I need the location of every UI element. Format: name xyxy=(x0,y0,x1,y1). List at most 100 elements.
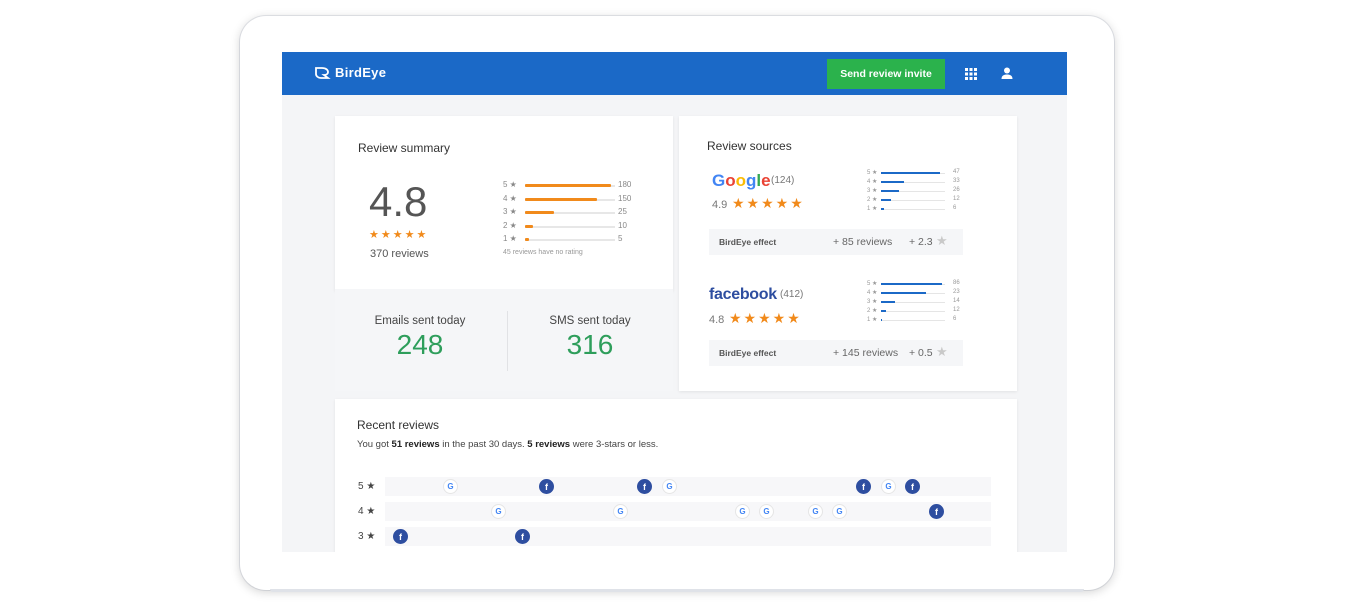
rating-bar-fill xyxy=(525,238,529,241)
rating-bar-label: 5 ★ xyxy=(503,180,517,189)
sms-sent-block: SMS sent today 316 xyxy=(525,315,655,361)
rating-bar-3: 3 ★ 25 xyxy=(503,207,643,219)
star-icon: ★ xyxy=(936,344,948,359)
facebook-review-dot[interactable]: f xyxy=(929,504,944,519)
review-sources-card: Review sources Google (124) 4.9 ★★★★★ 5 … xyxy=(679,116,1017,391)
top-navigation-bar: BirdEye Send review invite xyxy=(282,52,1067,95)
facebook-bar-fill xyxy=(881,301,896,303)
rating-bar-5: 5 ★ 180 xyxy=(503,180,643,192)
effect-label: BirdEye effect xyxy=(719,348,777,358)
rating-bar-count: 150 xyxy=(618,194,632,203)
rating-bar-1: 1 ★ 5 xyxy=(503,234,643,246)
rating-bar-fill xyxy=(525,184,611,187)
effect-rating-delta: + 2.3 xyxy=(909,236,933,248)
lane-label: 3 ★ xyxy=(358,531,376,542)
google-review-dot[interactable]: G xyxy=(832,504,847,519)
google-bar-count: 6 xyxy=(953,205,957,211)
google-birdeye-effect: BirdEye effect + 85 reviews + 2.3 ★ xyxy=(709,229,963,255)
facebook-review-dot[interactable]: f xyxy=(905,479,920,494)
effect-reviews: + 145 reviews xyxy=(833,347,899,359)
rating-bar-label: 3 ★ xyxy=(503,207,517,216)
rating-bar-count: 25 xyxy=(618,207,627,216)
google-stars: ★★★★★ xyxy=(732,195,805,211)
google-review-count: (124) xyxy=(771,175,795,186)
facebook-stars: ★★★★★ xyxy=(729,310,802,326)
facebook-bar-3: 3 ★ 14 xyxy=(867,298,967,307)
summary-text: were 3-stars or less. xyxy=(570,439,659,450)
summary-text: You got xyxy=(357,439,392,450)
google-bar-count: 26 xyxy=(953,187,960,193)
facebook-logo[interactable]: facebook xyxy=(709,286,777,303)
google-review-dot[interactable]: G xyxy=(808,504,823,519)
facebook-bar-label: 3 ★ xyxy=(867,299,878,305)
facebook-bar-label: 2 ★ xyxy=(867,308,878,314)
rating-bar-label: 1 ★ xyxy=(503,234,517,243)
facebook-bar-label: 4 ★ xyxy=(867,290,878,296)
facebook-review-dot[interactable]: f xyxy=(856,479,871,494)
overall-rating: 4.8 xyxy=(369,178,428,225)
sms-sent-label: SMS sent today xyxy=(549,315,631,327)
google-review-dot[interactable]: G xyxy=(881,479,896,494)
review-lane-4: G G G G G G f xyxy=(385,502,991,521)
facebook-bar-label: 1 ★ xyxy=(867,317,878,323)
google-bar-label: 3 ★ xyxy=(867,188,878,194)
google-bar-fill xyxy=(881,208,884,210)
divider xyxy=(507,311,508,371)
rating-bar-2: 2 ★ 10 xyxy=(503,221,643,233)
emails-sent-block: Emails sent today 248 xyxy=(355,315,485,361)
send-review-invite-button[interactable]: Send review invite xyxy=(827,59,945,89)
google-bar-4: 4 ★ 33 xyxy=(867,178,967,187)
total-reviews-count: 370 reviews xyxy=(370,248,429,260)
google-review-dot[interactable]: G xyxy=(759,504,774,519)
overall-stars: ★★★★★ xyxy=(369,229,429,241)
facebook-bar-count: 12 xyxy=(953,307,960,313)
facebook-bar-count: 86 xyxy=(953,280,960,286)
rating-bar-4: 4 ★ 150 xyxy=(503,194,643,206)
facebook-review-dot[interactable]: f xyxy=(539,479,554,494)
google-bar-count: 33 xyxy=(953,178,960,184)
google-review-dot[interactable]: G xyxy=(491,504,506,519)
emails-sent-value: 248 xyxy=(396,329,444,360)
user-icon[interactable] xyxy=(1000,66,1014,80)
google-review-dot[interactable]: G xyxy=(443,479,458,494)
review-summary-card: Review summary 4.8 ★★★★★ 370 reviews 5 ★… xyxy=(335,116,673,291)
no-rating-note: 45 reviews have no rating xyxy=(503,249,583,256)
effect-rating-delta: + 0.5 xyxy=(909,347,933,359)
lane-label: 4 ★ xyxy=(358,506,376,517)
facebook-bar-count: 23 xyxy=(953,289,960,295)
review-summary-title: Review summary xyxy=(358,141,451,155)
brand-logo[interactable]: BirdEye xyxy=(315,65,386,80)
google-bar-3: 3 ★ 26 xyxy=(867,187,967,196)
facebook-review-dot[interactable]: f xyxy=(515,529,530,544)
rating-bar-label: 4 ★ xyxy=(503,194,517,203)
facebook-rating: 4.8 xyxy=(709,314,725,326)
facebook-bar-2: 2 ★ 12 xyxy=(867,307,967,316)
summary-low-count: 5 reviews xyxy=(527,439,571,450)
recent-reviews-title: Recent reviews xyxy=(357,418,440,432)
google-bar-count: 12 xyxy=(953,196,960,202)
grid-icon[interactable] xyxy=(965,68,977,80)
google-rating: 4.9 xyxy=(712,199,728,211)
facebook-bar-count: 14 xyxy=(953,298,960,304)
review-lane-3: f f xyxy=(385,527,991,546)
rating-bar-fill xyxy=(525,198,597,201)
google-logo[interactable]: Google xyxy=(712,171,771,190)
messages-sent-card: Emails sent today 248 SMS sent today 316 xyxy=(335,289,673,391)
rating-bar-count: 180 xyxy=(618,180,632,189)
facebook-bar-fill xyxy=(881,292,926,294)
rating-bar-count: 5 xyxy=(618,234,623,243)
google-review-dot[interactable]: G xyxy=(735,504,750,519)
recent-reviews-card: Recent reviews You got 51 reviews in the… xyxy=(335,399,1017,552)
summary-text: in the past 30 days. xyxy=(439,439,528,450)
facebook-bar-1: 1 ★ 6 xyxy=(867,316,967,325)
google-review-dot[interactable]: G xyxy=(613,504,628,519)
google-review-dot[interactable]: G xyxy=(662,479,677,494)
facebook-review-dot[interactable]: f xyxy=(637,479,652,494)
facebook-bar-fill xyxy=(881,283,943,285)
google-bar-count: 47 xyxy=(953,169,960,175)
facebook-review-dot[interactable]: f xyxy=(393,529,408,544)
facebook-bar-5: 5 ★ 86 xyxy=(867,280,967,289)
google-bar-2: 2 ★ 12 xyxy=(867,196,967,205)
google-bar-fill xyxy=(881,181,905,183)
facebook-bar-count: 6 xyxy=(953,316,957,322)
